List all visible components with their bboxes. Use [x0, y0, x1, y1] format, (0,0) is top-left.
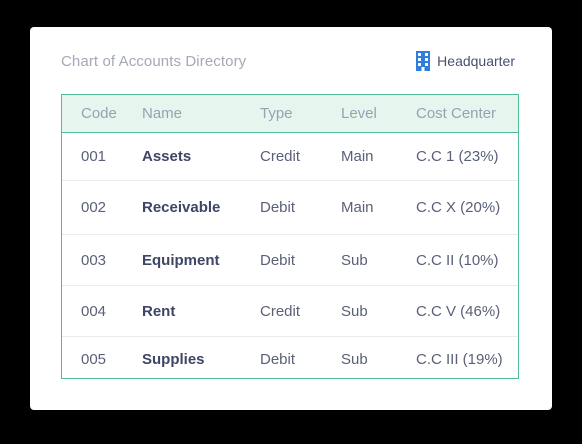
cell-type: Credit	[260, 148, 301, 165]
cell-type: Credit	[260, 302, 301, 320]
column-header-name[interactable]: Name	[142, 105, 183, 122]
table-row[interactable]: 005 Supplies Debit Sub C.C III (19%)	[62, 337, 518, 378]
cell-name: Supplies	[142, 351, 205, 368]
cell-name: Receivable	[142, 199, 221, 216]
cell-level: Sub	[341, 302, 368, 320]
cell-code: 004	[81, 302, 107, 320]
cell-code: 003	[81, 251, 107, 269]
cell-code: 002	[81, 199, 107, 216]
cell-code: 001	[81, 148, 107, 165]
cell-level: Sub	[341, 251, 368, 269]
cell-level: Main	[341, 148, 374, 165]
cell-cost-center: C.C 1 (23%)	[416, 148, 499, 165]
cell-type: Debit	[260, 199, 296, 216]
branch-label[interactable]: Headquarter	[437, 53, 515, 69]
accounts-card: Chart of Accounts Directory Headquarter …	[30, 27, 552, 410]
cell-cost-center: C.C V (46%)	[416, 302, 501, 320]
table-row[interactable]: 002 Receivable Debit Main C.C X (20%)	[62, 181, 518, 235]
cell-level: Main	[341, 199, 374, 216]
cell-code: 005	[81, 351, 107, 368]
cell-level: Sub	[341, 351, 368, 368]
cell-cost-center: C.C II (10%)	[416, 251, 499, 269]
table-row[interactable]: 004 Rent Credit Sub C.C V (46%)	[62, 286, 518, 337]
cell-name: Rent	[142, 302, 176, 320]
table-header: Code Name Type Level Cost Center	[62, 95, 518, 133]
cell-cost-center: C.C X (20%)	[416, 199, 501, 216]
cell-type: Debit	[260, 351, 296, 368]
table-row[interactable]: 003 Equipment Debit Sub C.C II (10%)	[62, 235, 518, 286]
accounts-table: Code Name Type Level Cost Center 001 Ass…	[61, 94, 519, 379]
building-icon	[416, 51, 431, 71]
cell-name: Equipment	[142, 251, 220, 269]
branch-selector[interactable]: Headquarter	[416, 51, 515, 71]
table-row[interactable]: 001 Assets Credit Main C.C 1 (23%)	[62, 133, 518, 181]
cell-cost-center: C.C III (19%)	[416, 351, 503, 368]
cell-name: Assets	[142, 148, 192, 165]
column-header-cost-center[interactable]: Cost Center	[416, 105, 497, 122]
cell-type: Debit	[260, 251, 296, 269]
column-header-code[interactable]: Code	[81, 105, 117, 122]
column-header-type[interactable]: Type	[260, 105, 293, 122]
column-header-level[interactable]: Level	[341, 105, 377, 122]
page-title: Chart of Accounts Directory	[61, 53, 247, 70]
